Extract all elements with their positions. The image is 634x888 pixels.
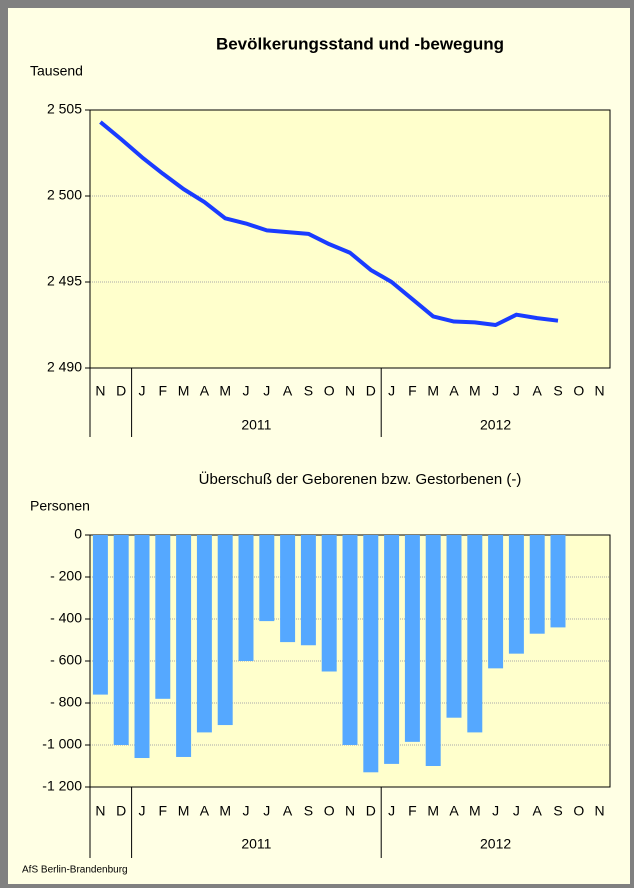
x-tick-label: J	[513, 803, 520, 819]
x-group-label: 2011	[241, 836, 271, 852]
x-tick-label: D	[116, 383, 126, 399]
bar	[467, 535, 483, 733]
x-tick-label: J	[388, 383, 395, 399]
x-tick-label: F	[408, 803, 417, 819]
y-tick-label: - 200	[50, 568, 82, 584]
bar	[300, 535, 316, 646]
bar	[404, 535, 420, 742]
y-tick-label: -1 000	[42, 736, 82, 752]
y-tick-label: -1 200	[42, 778, 82, 794]
x-tick-label: N	[345, 803, 355, 819]
x-tick-label: J	[243, 803, 250, 819]
bar	[134, 535, 150, 759]
x-tick-label: A	[533, 803, 543, 819]
x-tick-label: A	[449, 383, 459, 399]
x-tick-label: J	[513, 383, 520, 399]
x-tick-label: F	[408, 383, 417, 399]
y-tick-label: 2 495	[47, 273, 82, 289]
bar	[280, 535, 296, 643]
bar	[488, 535, 504, 669]
y-tick-label: 2 505	[47, 101, 82, 117]
bar	[529, 535, 545, 634]
bar	[217, 535, 233, 726]
bar	[342, 535, 358, 745]
y-tick-label: 2 500	[47, 187, 82, 203]
x-tick-label: J	[388, 803, 395, 819]
x-tick-label: F	[159, 383, 168, 399]
x-tick-label: A	[200, 803, 210, 819]
x-tick-label: O	[573, 803, 584, 819]
footer: AfS Berlin-Brandenburg	[22, 865, 128, 876]
x-tick-label: O	[324, 803, 335, 819]
x-tick-label: N	[595, 803, 605, 819]
x-tick-label: A	[283, 803, 293, 819]
x-tick-label: N	[595, 383, 605, 399]
x-tick-label: J	[263, 383, 270, 399]
x-tick-label: A	[533, 383, 543, 399]
x-tick-label: M	[219, 383, 231, 399]
x-tick-label: J	[243, 383, 250, 399]
line-series	[99, 120, 559, 327]
bar	[113, 535, 129, 745]
x-tick-label: S	[304, 803, 313, 819]
x-tick-label: J	[139, 803, 146, 819]
x-group-label: 2012	[480, 417, 511, 433]
bar	[321, 535, 337, 672]
bar	[508, 535, 524, 654]
x-tick-label: J	[139, 383, 146, 399]
x-tick-label: M	[178, 803, 190, 819]
x-tick-label: D	[366, 803, 376, 819]
x-tick-label: F	[159, 803, 168, 819]
x-group-label: 2012	[480, 836, 511, 852]
y-tick-label: - 600	[50, 652, 82, 668]
y-tick-label: - 800	[50, 694, 82, 710]
x-tick-label: M	[427, 803, 439, 819]
y-tick-label: 2 490	[47, 359, 82, 375]
x-tick-label: D	[116, 803, 126, 819]
x-tick-label: N	[95, 803, 105, 819]
x-tick-label: A	[449, 803, 459, 819]
bar	[176, 535, 192, 757]
x-tick-label: N	[345, 383, 355, 399]
bar	[384, 535, 400, 764]
x-tick-label: J	[492, 803, 499, 819]
x-tick-label: M	[219, 803, 231, 819]
y-tick-label: 0	[74, 526, 82, 542]
bar	[425, 535, 441, 766]
x-tick-label: M	[469, 803, 481, 819]
chart-title: Bevölkerungsstand und -bewegung	[216, 34, 504, 53]
bar	[550, 535, 566, 628]
x-tick-label: M	[427, 383, 439, 399]
x-tick-label: N	[95, 383, 105, 399]
plot-area	[90, 110, 610, 368]
x-tick-label: J	[492, 383, 499, 399]
chart-title: Überschuß der Geborenen bzw. Gestorbenen…	[199, 470, 522, 488]
bar	[446, 535, 462, 718]
x-tick-label: M	[469, 383, 481, 399]
bar	[238, 535, 254, 661]
x-tick-label: A	[200, 383, 210, 399]
x-tick-label: M	[178, 383, 190, 399]
x-tick-label: D	[366, 383, 376, 399]
x-tick-label: A	[283, 383, 293, 399]
x-group-label: 2011	[241, 417, 271, 433]
plot-border	[89, 109, 611, 369]
x-tick-label: S	[553, 383, 562, 399]
y-axis-label: Personen	[30, 498, 90, 514]
x-tick-label: S	[304, 383, 313, 399]
x-tick-label: O	[324, 383, 335, 399]
bar	[363, 535, 379, 773]
y-axis-label: Tausend	[30, 63, 83, 79]
x-tick-label: O	[573, 383, 584, 399]
bar	[196, 535, 212, 733]
y-tick-label: - 400	[50, 610, 82, 626]
bar	[92, 535, 108, 695]
bar	[155, 535, 171, 699]
x-tick-label: S	[553, 803, 562, 819]
x-tick-label: J	[263, 803, 270, 819]
bar	[259, 535, 275, 622]
